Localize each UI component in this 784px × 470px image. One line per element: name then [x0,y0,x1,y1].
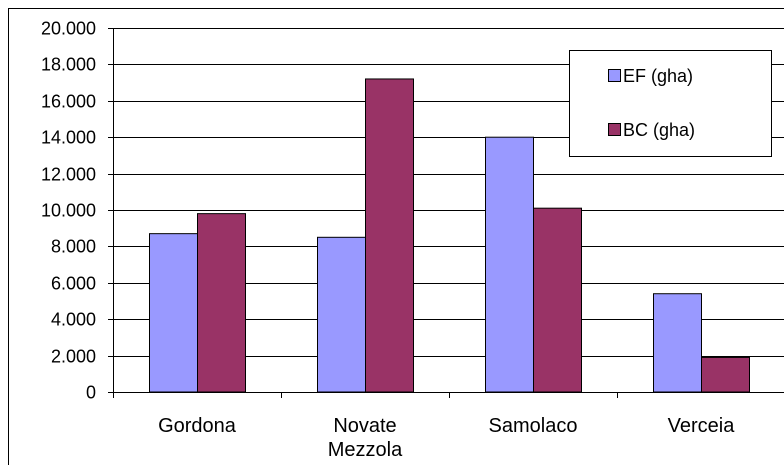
y-tick-label: 10.000 [41,201,96,221]
y-tick-label: 12.000 [41,165,96,185]
legend-swatch [609,70,621,82]
y-tick-label: 4.000 [51,310,96,330]
x-tick-label: Novate [333,415,396,437]
bar-ef-verceia [654,294,702,392]
x-tick-label: Gordona [158,415,237,437]
y-tick-label: 6.000 [51,274,96,294]
y-tick-label: 0 [86,383,96,403]
y-tick-label: 8.000 [51,237,96,257]
bar-ef-samolaco [486,137,534,392]
x-tick-label: Samolaco [489,415,578,437]
y-tick-label: 16.000 [41,92,96,112]
x-tick-label: Mezzola [328,439,403,461]
bar-bc-gordona [198,214,246,392]
y-tick-label: 2.000 [51,347,96,367]
bar-bc-novate-mezzola [366,79,414,392]
x-tick-label: Verceia [668,415,736,437]
legend-swatch [609,124,621,136]
bar-ef-novate-mezzola [318,237,366,392]
y-tick-label: 14.000 [41,128,96,148]
bar-bc-samolaco [534,208,582,392]
bar-ef-gordona [150,234,198,392]
bar-bc-verceia [702,357,750,392]
y-tick-label: 20.000 [41,19,96,39]
legend-label: EF (gha) [623,66,693,86]
y-tick-label: 18.000 [41,55,96,75]
legend-label: BC (gha) [623,120,695,140]
